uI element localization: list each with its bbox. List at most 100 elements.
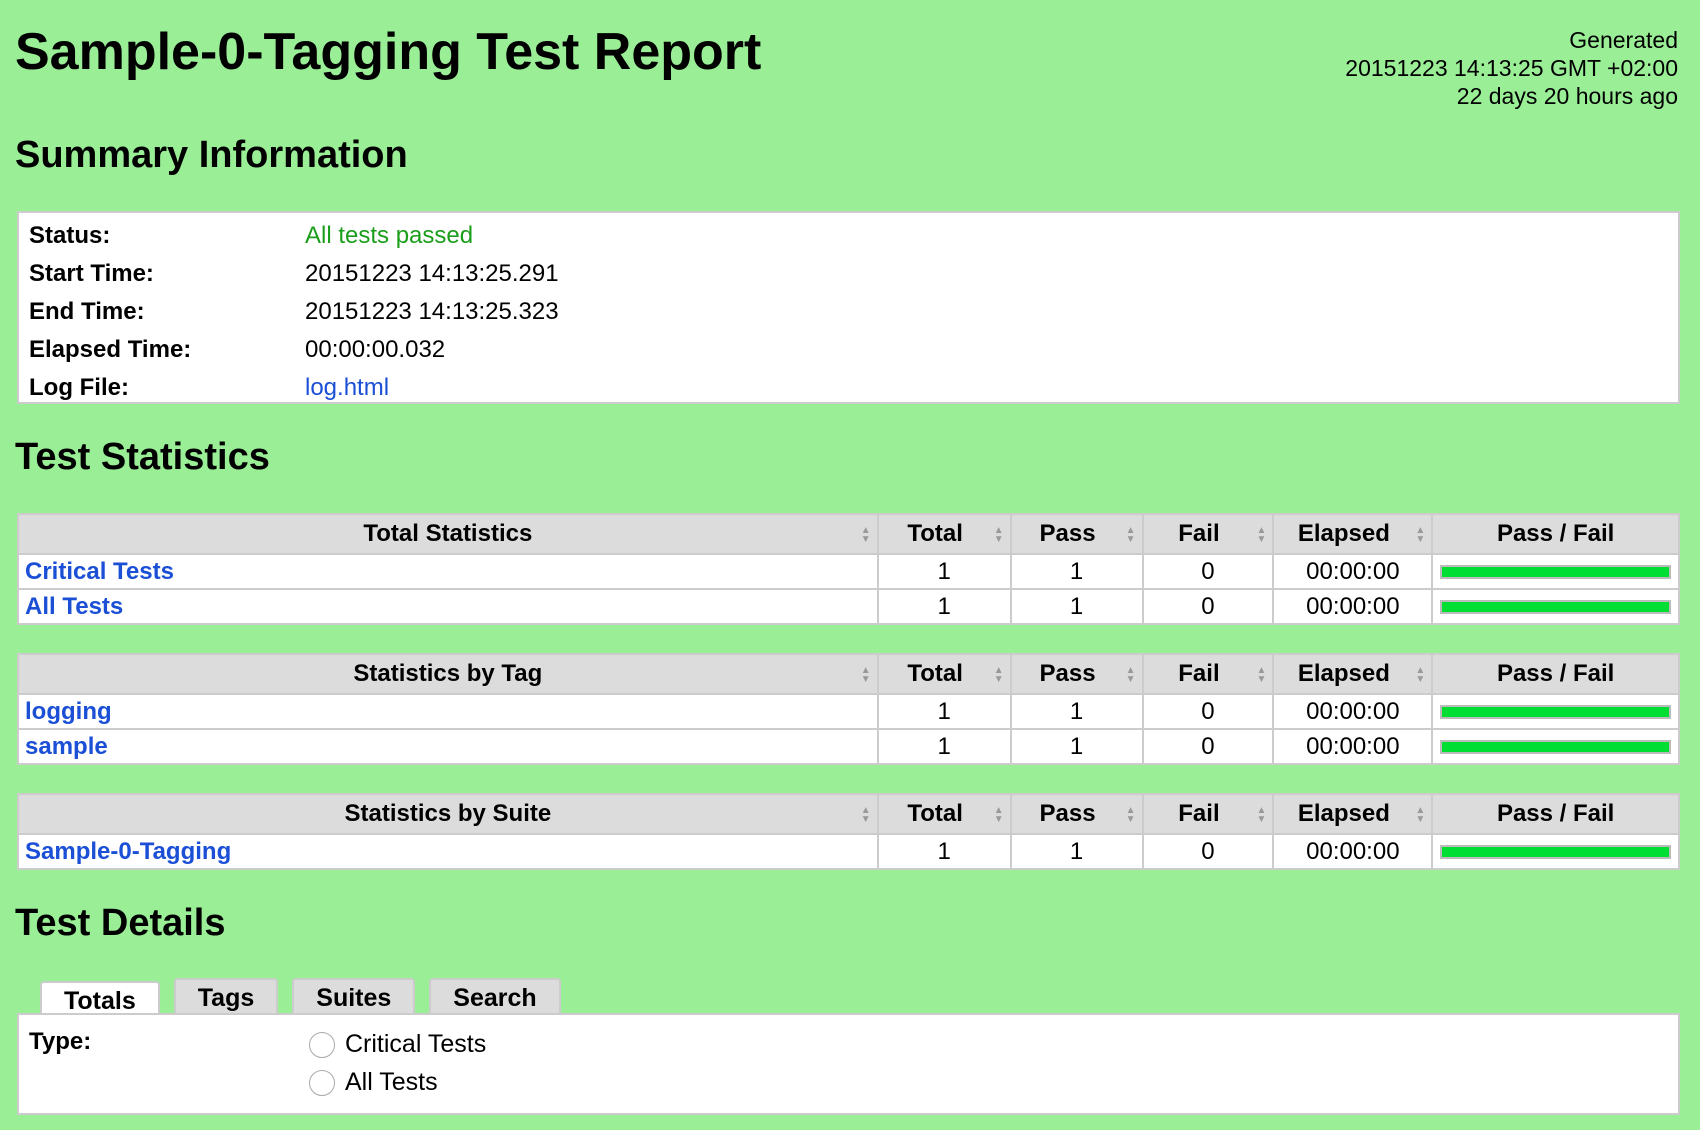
details-panel: Type: Critical Tests All Tests bbox=[17, 1013, 1680, 1115]
elapsed-cell: 00:00:00 bbox=[1272, 553, 1434, 590]
details-tabs: Totals Tags Suites Search bbox=[40, 978, 561, 1021]
column-header[interactable]: Elapsed ▲ ▼ bbox=[1272, 793, 1434, 835]
column-header[interactable]: Pass ▲ ▼ bbox=[1009, 513, 1144, 555]
end-time-value: 20151223 14:13:25.323 bbox=[305, 298, 559, 325]
summary-table: Status: All tests passed Start Time: 20151… bbox=[17, 211, 1680, 404]
sort-icon[interactable]: ▲ ▼ bbox=[1415, 525, 1426, 545]
pass-fail-bar bbox=[1440, 564, 1671, 579]
sort-icon[interactable]: ▲ ▼ bbox=[1415, 805, 1426, 825]
stat-name-link[interactable]: All Tests bbox=[25, 592, 124, 620]
statistics-table: Statistics by Tag ▲ ▼ Total ▲ ▼ Pass ▲ ▼ Fail ▲ ▼ El… bbox=[17, 653, 1680, 765]
radio-label: Critical Tests bbox=[345, 1030, 487, 1058]
pass-cell: 1 bbox=[1009, 728, 1144, 765]
tab-tags[interactable]: Tags bbox=[173, 978, 279, 1014]
total-cell: 1 bbox=[876, 728, 1012, 765]
column-header[interactable]: Elapsed ▲ ▼ bbox=[1272, 653, 1434, 695]
elapsed-cell: 00:00:00 bbox=[1272, 728, 1434, 765]
column-header[interactable]: Pass ▲ ▼ bbox=[1009, 793, 1144, 835]
pass-cell: 1 bbox=[1009, 553, 1144, 590]
statistics-table: Statistics by Suite ▲ ▼ Total ▲ ▼ Pass ▲ ▼ Fail ▲ ▼… bbox=[17, 793, 1680, 870]
radio-button[interactable] bbox=[309, 1032, 335, 1059]
column-header[interactable]: Pass ▲ ▼ bbox=[1009, 653, 1144, 695]
generated-timestamp: 20151223 14:13:25 GMT +02:00 bbox=[1345, 55, 1678, 81]
column-header-name[interactable]: Statistics by Suite ▲ ▼ bbox=[17, 793, 879, 835]
sort-icon[interactable]: ▲ ▼ bbox=[1415, 665, 1426, 685]
sort-icon[interactable]: ▲ ▼ bbox=[1256, 525, 1267, 545]
sort-icon[interactable]: ▲ ▼ bbox=[993, 525, 1004, 545]
status-value: All tests passed bbox=[305, 222, 474, 249]
generated-ago: 22 days 20 hours ago bbox=[1456, 83, 1678, 109]
column-header[interactable]: Total ▲ ▼ bbox=[876, 793, 1012, 835]
summary-heading: Summary Information bbox=[15, 134, 408, 176]
radio-button[interactable] bbox=[309, 1070, 335, 1097]
radio-label: All Tests bbox=[345, 1068, 438, 1096]
elapsed-time-value: 00:00:00.032 bbox=[305, 336, 446, 363]
end-time-key: End Time: bbox=[29, 298, 145, 325]
column-header: Pass / Fail bbox=[1431, 513, 1680, 555]
column-header-name[interactable]: Statistics by Tag ▲ ▼ bbox=[17, 653, 879, 695]
pass-fail-cell bbox=[1431, 833, 1680, 870]
status-key: Status: bbox=[29, 222, 111, 249]
radio-critical-tests[interactable]: Critical Tests bbox=[309, 1030, 486, 1059]
column-header[interactable]: Elapsed ▲ ▼ bbox=[1272, 513, 1434, 555]
statistics-table: Total Statistics ▲ ▼ Total ▲ ▼ Pass ▲ ▼ Fail ▲ ▼ Ela… bbox=[17, 513, 1680, 625]
fail-cell: 0 bbox=[1141, 588, 1275, 625]
stat-name-link[interactable]: sample bbox=[25, 732, 108, 760]
column-header[interactable]: Fail ▲ ▼ bbox=[1141, 793, 1275, 835]
stat-name-link[interactable]: Critical Tests bbox=[25, 557, 174, 585]
sort-icon[interactable]: ▲ ▼ bbox=[1125, 525, 1136, 545]
column-header[interactable]: Total ▲ ▼ bbox=[876, 513, 1012, 555]
column-header[interactable]: Fail ▲ ▼ bbox=[1141, 513, 1275, 555]
sort-icon[interactable]: ▲ ▼ bbox=[993, 805, 1004, 825]
total-cell: 1 bbox=[876, 693, 1012, 730]
elapsed-cell: 00:00:00 bbox=[1272, 588, 1434, 625]
sort-icon[interactable]: ▲ ▼ bbox=[860, 805, 871, 825]
column-header-name[interactable]: Total Statistics ▲ ▼ bbox=[17, 513, 879, 555]
fail-cell: 0 bbox=[1141, 833, 1275, 870]
generated-info: Generated 20151223 14:13:25 GMT +02:00 2… bbox=[1345, 26, 1678, 110]
pass-fail-bar bbox=[1440, 704, 1671, 719]
elapsed-time-key: Elapsed Time: bbox=[29, 336, 192, 363]
summary-row-end: End Time: 20151223 14:13:25.323 bbox=[19, 293, 569, 331]
pass-cell: 1 bbox=[1009, 693, 1144, 730]
pass-fail-bar bbox=[1440, 844, 1671, 859]
pass-fail-bar bbox=[1440, 739, 1671, 754]
sort-icon[interactable]: ▲ ▼ bbox=[1256, 805, 1267, 825]
tab-search[interactable]: Search bbox=[429, 978, 561, 1014]
sort-icon[interactable]: ▲ ▼ bbox=[1125, 805, 1136, 825]
pass-cell: 1 bbox=[1009, 588, 1144, 625]
sort-icon[interactable]: ▲ ▼ bbox=[993, 665, 1004, 685]
start-time-value: 20151223 14:13:25.291 bbox=[305, 260, 559, 287]
sort-icon[interactable]: ▲ ▼ bbox=[860, 665, 871, 685]
pass-fail-bar bbox=[1440, 599, 1671, 614]
tab-suites[interactable]: Suites bbox=[292, 978, 416, 1014]
sort-icon[interactable]: ▲ ▼ bbox=[1256, 665, 1267, 685]
stat-name-link[interactable]: Sample-0-Tagging bbox=[25, 837, 232, 865]
statistics-heading: Test Statistics bbox=[15, 436, 270, 478]
sort-icon[interactable]: ▲ ▼ bbox=[860, 525, 871, 545]
column-header[interactable]: Fail ▲ ▼ bbox=[1141, 653, 1275, 695]
summary-row-status: Status: All tests passed bbox=[19, 217, 569, 255]
column-header: Pass / Fail bbox=[1431, 793, 1680, 835]
radio-all-tests[interactable]: All Tests bbox=[309, 1068, 438, 1097]
elapsed-cell: 00:00:00 bbox=[1272, 833, 1434, 870]
column-header: Pass / Fail bbox=[1431, 653, 1680, 695]
fail-cell: 0 bbox=[1141, 728, 1275, 765]
column-header[interactable]: Total ▲ ▼ bbox=[876, 653, 1012, 695]
table-header: Statistics by Suite ▲ ▼ Total ▲ ▼ Pass ▲ ▼ Fail ▲ ▼… bbox=[17, 793, 1680, 835]
summary-row-elapsed: Elapsed Time: 00:00:00.032 bbox=[19, 331, 569, 369]
elapsed-cell: 00:00:00 bbox=[1272, 693, 1434, 730]
summary-row-start: Start Time: 20151223 14:13:25.291 bbox=[19, 255, 569, 293]
table-row: Sample-0-Tagging 1 1 0 00:00:00 bbox=[17, 833, 1680, 870]
table-row: Critical Tests 1 1 0 00:00:00 bbox=[17, 553, 1680, 590]
stat-name-link[interactable]: logging bbox=[25, 697, 112, 725]
pass-fail-cell bbox=[1431, 693, 1680, 730]
details-heading: Test Details bbox=[15, 902, 226, 944]
table-row: All Tests 1 1 0 00:00:00 bbox=[17, 588, 1680, 625]
total-cell: 1 bbox=[876, 553, 1012, 590]
pass-fail-cell bbox=[1431, 588, 1680, 625]
log-file-link[interactable]: log.html bbox=[305, 374, 390, 401]
fail-cell: 0 bbox=[1141, 553, 1275, 590]
sort-icon[interactable]: ▲ ▼ bbox=[1125, 665, 1136, 685]
total-cell: 1 bbox=[876, 588, 1012, 625]
